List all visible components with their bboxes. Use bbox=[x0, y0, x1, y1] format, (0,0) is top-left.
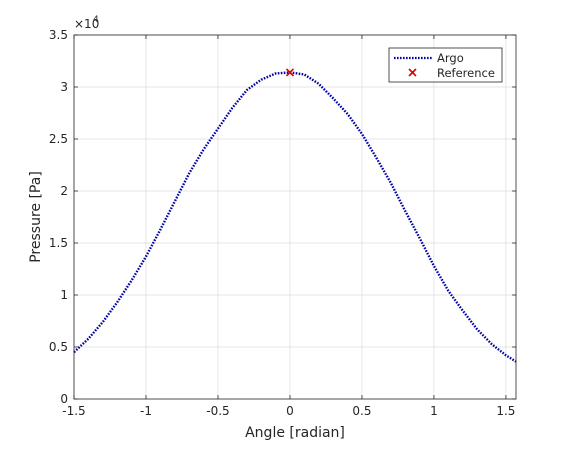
x-axis-label: Angle [radian] bbox=[245, 425, 345, 441]
x-tick-label: -1.5 bbox=[62, 404, 85, 418]
legend-label-argo: Argo bbox=[437, 51, 464, 65]
y-tick-label: 0 bbox=[60, 392, 68, 406]
y-tick-label: 0.5 bbox=[49, 340, 68, 354]
y-tick-label: 1 bbox=[60, 288, 68, 302]
series-line-argo bbox=[73, 71, 517, 363]
x-tick-label: 0 bbox=[286, 404, 294, 418]
series-layer bbox=[73, 68, 517, 363]
y-tick-label: 3 bbox=[60, 80, 68, 94]
y-exponent-power: 4 bbox=[93, 15, 99, 25]
y-exponent-base: ×10 bbox=[74, 17, 99, 31]
x-tick-label: -1 bbox=[140, 404, 152, 418]
legend: Argo Reference bbox=[388, 47, 503, 83]
x-tick-label: 0.5 bbox=[352, 404, 371, 418]
y-tick-label: 1.5 bbox=[49, 236, 68, 250]
y-exponent-label: ×10 4 bbox=[74, 15, 99, 31]
legend-swatch-reference bbox=[408, 68, 417, 77]
x-tick-label: 1 bbox=[430, 404, 438, 418]
x-tick-label: 1.5 bbox=[496, 404, 515, 418]
grid-lines bbox=[73, 34, 516, 400]
plot-background bbox=[74, 35, 516, 399]
legend-label-reference: Reference bbox=[437, 66, 495, 80]
y-tick-label: 2 bbox=[60, 184, 68, 198]
legend-box bbox=[388, 47, 503, 83]
y-tick-label: 3.5 bbox=[49, 28, 68, 42]
reference-marker bbox=[285, 68, 295, 77]
plot-frame bbox=[73, 34, 517, 400]
x-tick-label: -0.5 bbox=[206, 404, 229, 418]
y-axis-label: Pressure [Pa] bbox=[28, 171, 44, 263]
ticks: -1.5 -1 -0.5 0 0.5 1 1.5 0 0.5 1 1.5 2 2.5 3 3.5 bbox=[49, 28, 516, 418]
y-tick-label: 2.5 bbox=[49, 132, 68, 146]
